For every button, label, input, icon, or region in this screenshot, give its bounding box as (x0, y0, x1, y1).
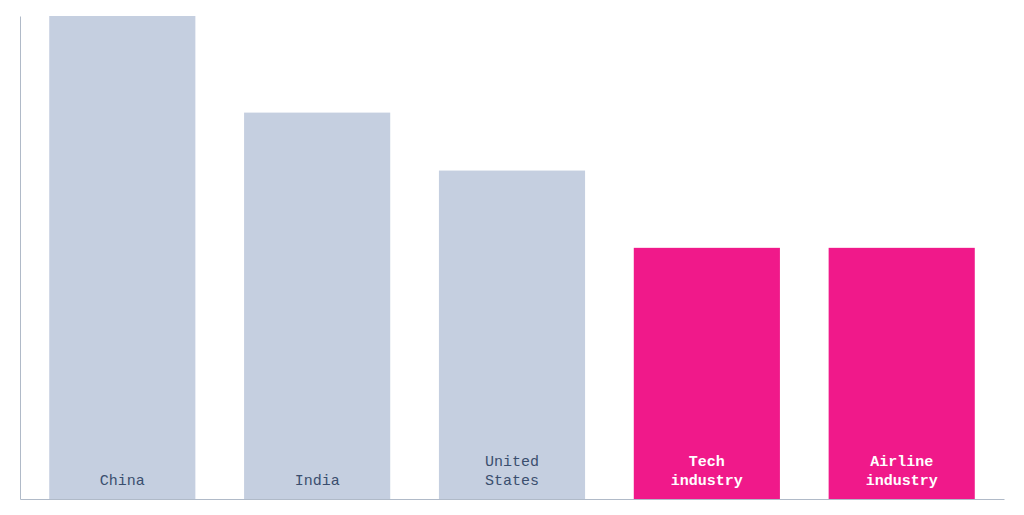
category-label-line: industry (671, 473, 743, 490)
category-label-line: India (295, 473, 340, 490)
x-axis (21, 499, 1005, 500)
category-label: Airline industry (866, 454, 938, 491)
category-label-line: Airline (870, 454, 933, 471)
plot: ChinaIndiaUnitedStatesTechindustryAirlin… (21, 16, 1005, 500)
category-label: India (295, 473, 340, 490)
bar (634, 248, 780, 499)
bar (829, 248, 975, 499)
y-axis-line (20, 17, 21, 500)
category-label: China (100, 473, 145, 490)
category-label: Tech industry (671, 454, 743, 491)
x-axis-line (21, 499, 1005, 500)
category-label-line: China (100, 473, 145, 490)
category-label-line: Tech (689, 454, 725, 471)
bars (49, 16, 975, 499)
bar (244, 113, 390, 499)
category-label: United States (485, 454, 539, 491)
bar (439, 171, 585, 499)
category-label-line: industry (866, 473, 938, 490)
y-axis (20, 17, 21, 500)
bar (49, 16, 195, 499)
chart-svg: ChinaIndiaUnitedStatesTechindustryAirlin… (0, 0, 1024, 515)
category-label-line: United (485, 454, 539, 471)
category-label-line: States (485, 473, 539, 490)
chart-container: ChinaIndiaUnitedStatesTechindustryAirlin… (0, 0, 1024, 515)
category-labels: ChinaIndiaUnitedStatesTechindustryAirlin… (100, 454, 938, 491)
